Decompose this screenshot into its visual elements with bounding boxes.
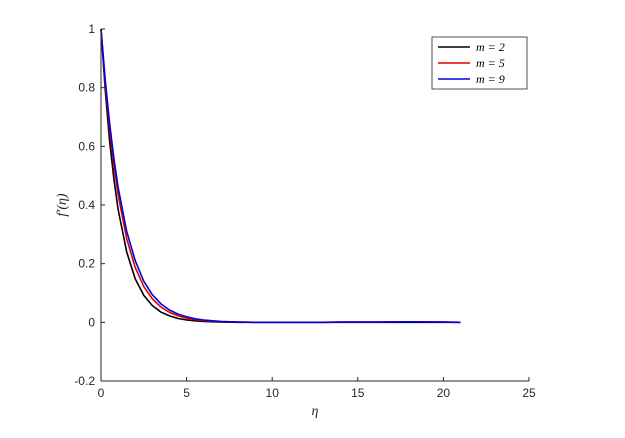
series-line-2 (100, 28, 461, 324)
legend-label-3: m = 9 (476, 72, 505, 86)
series-line-1 (100, 28, 461, 324)
y-tick-label: 0.2 (78, 257, 95, 271)
series-lines (100, 28, 461, 324)
x-tick-label: 5 (183, 386, 190, 400)
x-axis-label: η (312, 404, 319, 419)
x-tick-label: 15 (351, 386, 365, 400)
legend-label-2: m = 5 (476, 56, 505, 70)
series-line-3 (100, 28, 461, 324)
axes: 0 5 10 15 20 25-0.200.20.40.60.81 (74, 22, 536, 400)
y-tick-label: -0.2 (74, 374, 95, 388)
y-tick-label: 0.4 (78, 198, 95, 212)
y-tick-label: 0.6 (78, 139, 95, 153)
x-tick-label: 20 (437, 386, 451, 400)
legend: m = 2 m = 5 m = 9 (431, 36, 528, 90)
y-axis-label: f′(η) (55, 193, 70, 217)
legend-label-1: m = 2 (476, 40, 505, 54)
y-tick-label: 0 (88, 315, 95, 329)
x-tick-label: 0 (98, 386, 105, 400)
y-tick-label: 0.8 (78, 81, 95, 95)
y-tick-label: 1 (88, 22, 95, 36)
x-tick-label: 25 (522, 386, 536, 400)
x-tick-label: 10 (266, 386, 280, 400)
